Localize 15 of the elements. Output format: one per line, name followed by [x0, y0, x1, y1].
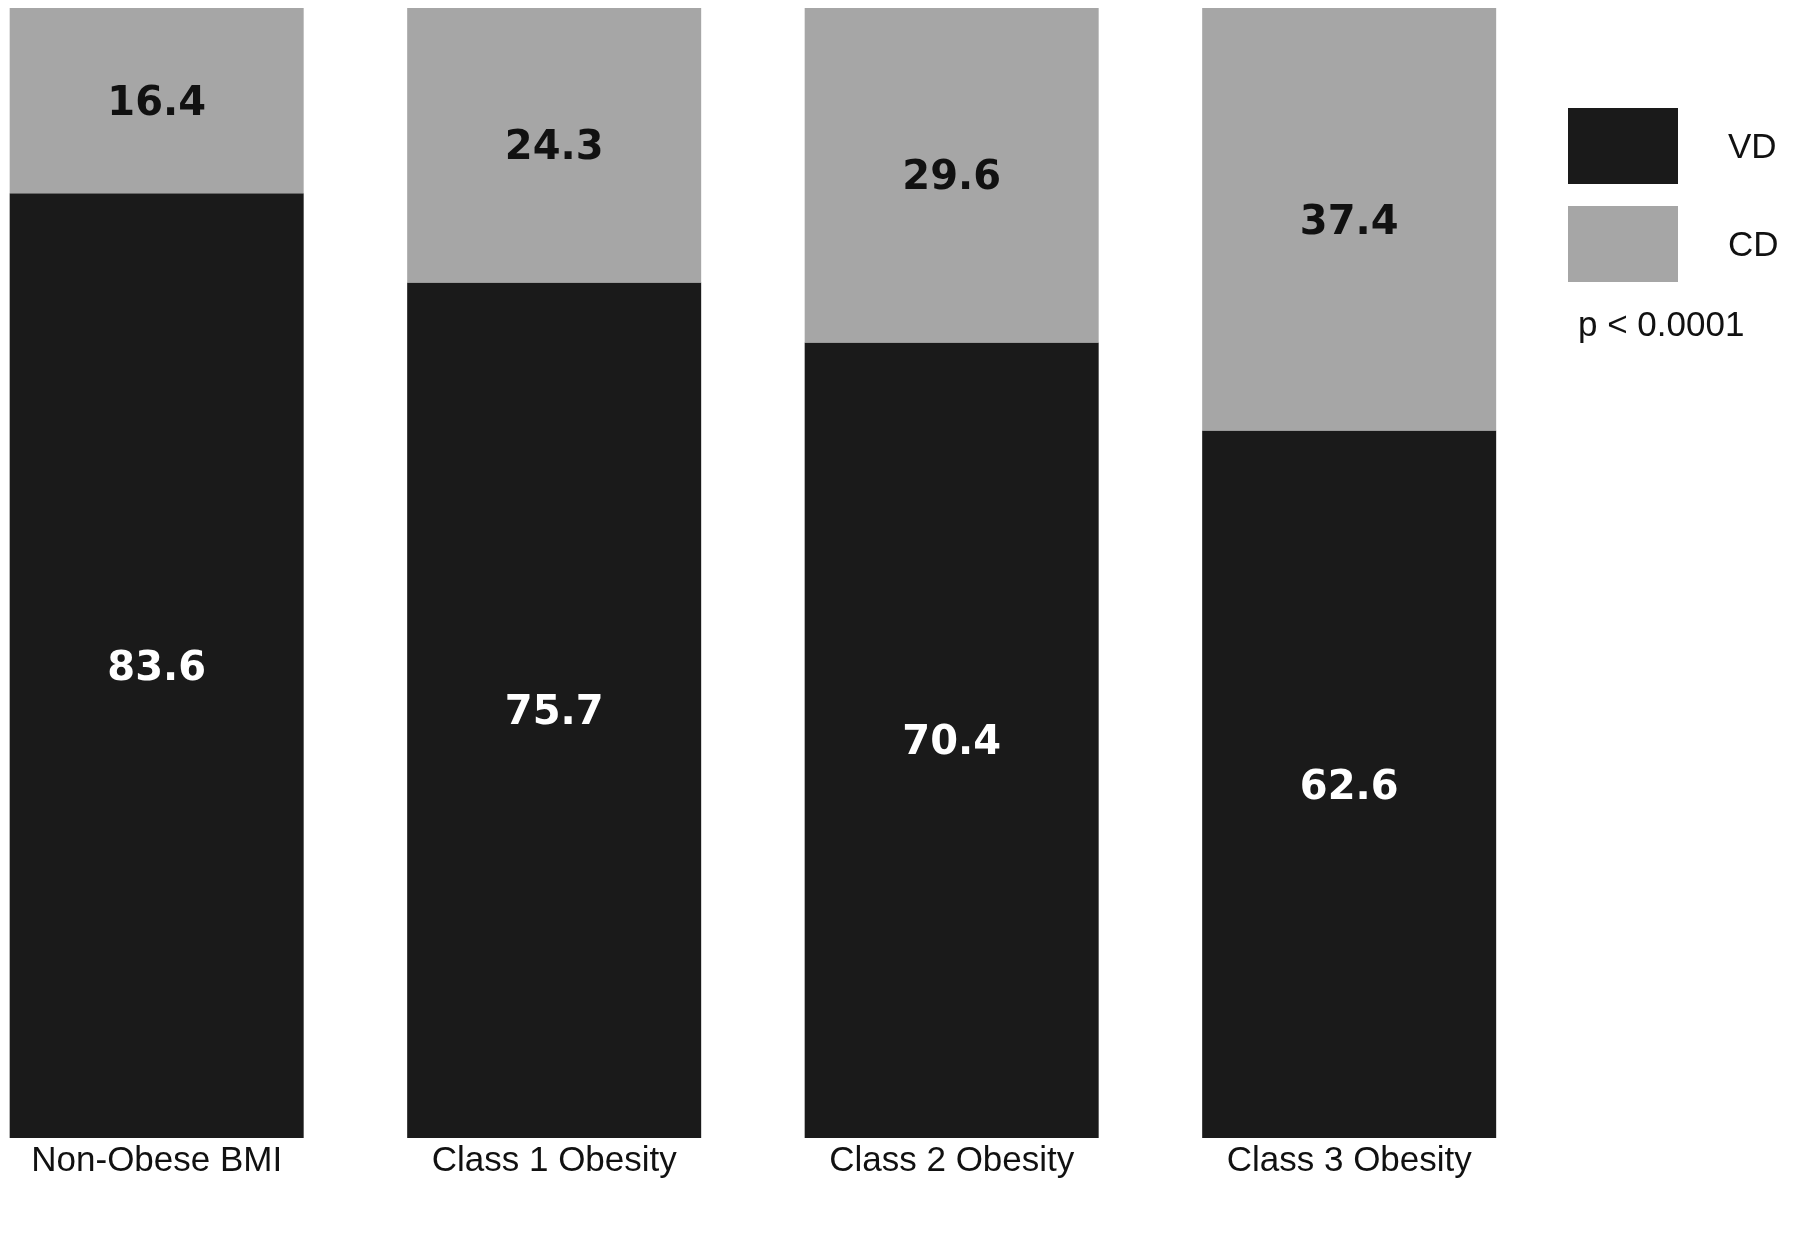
data-label: 24.3 — [504, 122, 604, 169]
legend-label: CD — [1728, 224, 1779, 264]
data-label: 83.6 — [107, 642, 207, 689]
x-tick-label: Class 2 Obesity — [829, 1138, 1075, 1178]
data-label: 70.4 — [902, 717, 1002, 764]
legend-label: VD — [1728, 126, 1777, 166]
data-label: 62.6 — [1299, 761, 1399, 808]
data-label: 29.6 — [902, 152, 1002, 199]
data-label: 75.7 — [504, 687, 604, 734]
data-label: 16.4 — [107, 77, 207, 124]
data-label: 37.4 — [1299, 196, 1399, 243]
x-tick-label: Class 1 Obesity — [431, 1138, 678, 1178]
x-tick-label: Class 3 Obesity — [1226, 1138, 1473, 1178]
x-tick-label: Non-Obese BMI — [31, 1138, 283, 1178]
text: p < 0.0001 — [1578, 304, 1746, 344]
